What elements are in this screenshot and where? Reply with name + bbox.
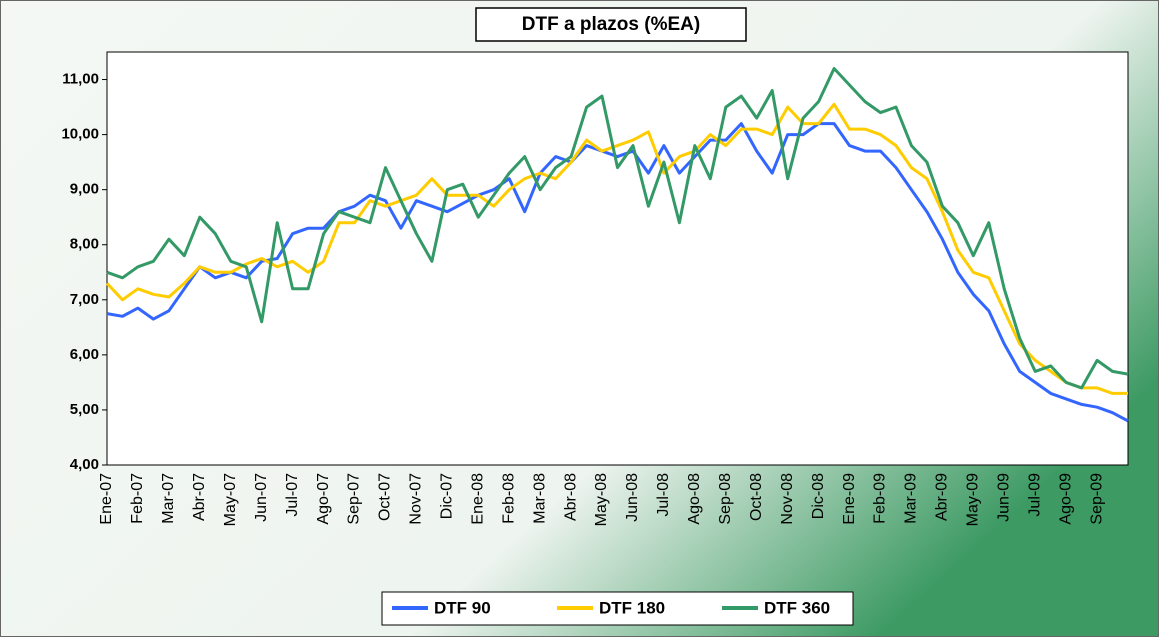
x-tick-label: Jul-08 [655,473,672,517]
x-tick-label: May-07 [222,473,239,526]
y-tick-label: 11,00 [62,71,99,88]
y-tick-label: 5,00 [70,401,99,418]
y-tick-label: 6,00 [70,346,99,363]
y-tick-label: 7,00 [70,291,99,308]
y-tick-label: 8,00 [70,236,99,253]
x-tick-label: Abr-07 [191,473,208,521]
legend [381,591,854,626]
y-tick-label: 9,00 [70,181,99,198]
line-0 [106,122,1129,423]
legend-items: DTF 90 DTF 180 DTF 360 [392,598,830,617]
x-tick-label: Jun-09 [995,473,1012,522]
x-tick-label: Abr-08 [562,473,579,521]
x-tick-label: Nov-07 [408,473,425,525]
y-tick-label: 10,00 [61,126,99,143]
legend-label: DTF 180 [599,598,665,617]
x-tick-label: May-09 [965,473,982,526]
x-tick-label: Feb-08 [500,473,517,524]
y-tick-label: 4,00 [70,456,99,473]
x-tick-label: Mar-09 [903,473,920,524]
legend-label: DTF 90 [434,598,491,617]
x-tick-label: Oct-08 [748,473,765,521]
x-tick-label: Sep-09 [1088,473,1105,525]
x-tick-label: Sep-08 [717,473,734,525]
x-tick-label: Ago-07 [315,473,332,525]
line-2 [106,67,1129,390]
x-tick-label: Feb-07 [129,473,146,524]
title-box [475,7,747,42]
x-tick-label: Ene-09 [841,473,858,525]
line-1 [105,102,1128,395]
x-tick-label: Mar-08 [531,473,548,524]
x-tick-label: Ago-09 [1057,473,1074,525]
x-tick-label: Feb-09 [872,473,889,524]
x-tick-label: May-08 [593,473,610,526]
x-tick-label: Mar-07 [160,473,177,524]
x-tick-label: Ago-08 [686,473,703,525]
chart-title: DTF a plazos (%EA) [522,14,700,35]
x-tick-label: Jun-07 [253,473,270,522]
legend-label: DTF 360 [764,598,830,617]
x-tick-label: Ene-07 [98,473,115,525]
x-tick-label: Abr-09 [934,473,951,521]
x-tick-label: Jun-08 [624,473,641,522]
x-tick-label: Oct-07 [377,473,394,521]
x-tick-label: Nov-08 [779,473,796,525]
x-tick-label: Dic-07 [439,473,456,519]
x-tick-label: Dic-08 [810,473,827,519]
x-tick-label: Jul-09 [1026,473,1043,517]
x-tick-label: Ene-08 [469,473,486,525]
x-tick-label: Sep-07 [346,473,363,525]
x-tick-label: Jul-07 [284,473,301,517]
